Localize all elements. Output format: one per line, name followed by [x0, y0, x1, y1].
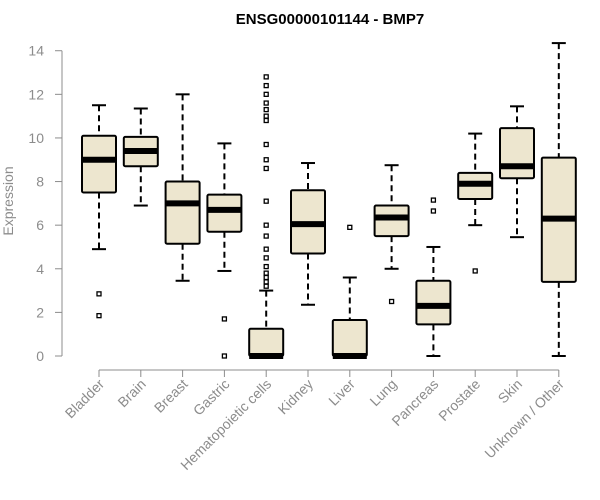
- outlier-point: [263, 270, 269, 276]
- outlier-point: [221, 316, 228, 322]
- outlier-point: [96, 313, 102, 319]
- outlier-point: [263, 246, 269, 252]
- box-group: [248, 74, 285, 359]
- outlier-point: [430, 208, 437, 214]
- outlier-point: [472, 268, 478, 274]
- x-tick-label: Prostate: [435, 376, 483, 424]
- plot-area: [81, 42, 577, 359]
- x-tick-label: Kidney: [275, 376, 317, 418]
- y-tick-label: 10: [28, 130, 44, 146]
- box-group: [81, 104, 117, 319]
- box-group: [540, 42, 577, 357]
- outlier-point: [263, 279, 269, 285]
- outlier-point: [430, 197, 437, 203]
- y-tick-label: 4: [36, 261, 44, 277]
- outlier-point: [263, 165, 269, 172]
- y-axis: 0 2 4 6 8 10 12 14: [28, 43, 63, 364]
- outlier-point: [263, 157, 269, 163]
- box-group: [457, 132, 494, 274]
- outlier-point: [263, 74, 269, 80]
- outlier-point: [263, 274, 269, 281]
- y-axis-label: Expression: [0, 166, 16, 235]
- y-tick-label: 6: [36, 217, 44, 233]
- box: [331, 319, 368, 358]
- outlier-point: [388, 298, 395, 305]
- outlier-point: [96, 291, 102, 297]
- x-tick-label: Breast: [151, 376, 191, 416]
- outlier-point: [221, 353, 228, 359]
- y-tick-label: 0: [36, 348, 44, 364]
- chart-title: ENSG00000101144 - BMP7: [236, 11, 424, 28]
- outlier-point: [263, 141, 269, 148]
- box-group: [499, 105, 535, 239]
- box-group: [415, 197, 452, 357]
- box-group: [290, 162, 326, 306]
- outlier-point: [263, 106, 269, 113]
- x-tick-label: Lung: [366, 376, 399, 409]
- outlier-point: [263, 113, 269, 119]
- y-tick-label: 12: [28, 86, 44, 102]
- outlier-point: [263, 283, 269, 289]
- box: [164, 180, 201, 245]
- outlier-point: [263, 233, 269, 239]
- x-tick-label: Bladder: [62, 376, 108, 422]
- x-tick-label: Liver: [325, 376, 358, 409]
- box: [415, 279, 452, 326]
- y-tick-label: 14: [28, 43, 44, 59]
- box: [248, 327, 285, 357]
- outlier-point: [263, 117, 269, 124]
- box: [499, 127, 535, 180]
- outlier-point: [263, 100, 269, 106]
- outlier-point: [263, 222, 269, 228]
- outlier-point: [263, 82, 269, 89]
- x-tick-label: Unknown / Other: [481, 376, 567, 462]
- outlier-point: [263, 255, 269, 261]
- box-group: [206, 142, 243, 359]
- x-tick-label: Skin: [495, 376, 526, 407]
- y-tick-label: 2: [36, 304, 44, 320]
- box: [206, 193, 243, 233]
- outlier-point: [347, 224, 353, 230]
- y-tick-label: 8: [36, 174, 44, 190]
- box-group: [164, 93, 201, 282]
- outlier-point: [263, 198, 269, 204]
- x-tick-label: Brain: [114, 376, 148, 410]
- outlier-point: [263, 91, 269, 97]
- box-group: [373, 164, 410, 305]
- box: [81, 134, 117, 194]
- box-group: [331, 224, 368, 359]
- box-group: [122, 107, 159, 207]
- outlier-point: [263, 263, 269, 270]
- box: [373, 204, 410, 238]
